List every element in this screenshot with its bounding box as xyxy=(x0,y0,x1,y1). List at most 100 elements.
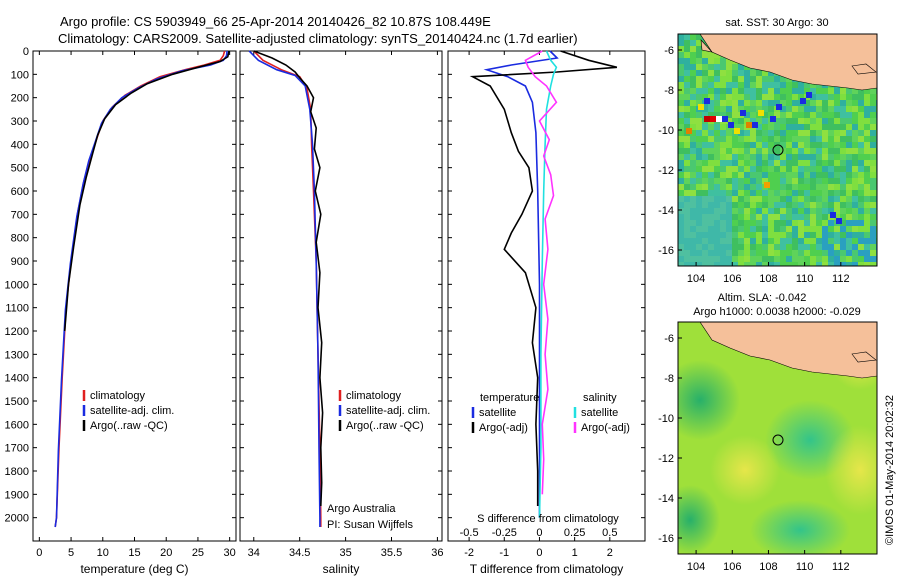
sst-cell xyxy=(852,130,858,136)
sst-cell xyxy=(756,88,762,94)
x-tick-label: 108 xyxy=(759,561,777,573)
sst-cell xyxy=(738,154,744,160)
sst-cell xyxy=(768,250,774,256)
sst-cell xyxy=(840,106,846,112)
sst-cell xyxy=(756,220,762,226)
sst-cell xyxy=(708,112,714,118)
sst-cell xyxy=(852,154,858,160)
sst-cell xyxy=(738,100,744,106)
sst-cell xyxy=(740,110,746,116)
sst-cell xyxy=(678,196,684,202)
sst-map: sat. SST: 30 Argo: 30 104 106 108 110 112 -6 -… xyxy=(658,17,878,285)
sst-cell xyxy=(756,100,762,106)
sst-cell xyxy=(684,58,690,64)
sst-cell xyxy=(834,118,840,124)
sst-cell xyxy=(726,88,732,94)
x-tick-label: 20 xyxy=(160,547,172,559)
sst-cell xyxy=(756,250,762,256)
sla-map-title-2: Argo h1000: 0.0038 h2000: -0.029 xyxy=(693,306,861,318)
sst-cell xyxy=(816,136,822,142)
sst-cell xyxy=(696,244,702,250)
sst-cell xyxy=(696,226,702,232)
x-tick-label: 5 xyxy=(68,547,74,559)
sst-cell xyxy=(714,142,720,148)
sst-cell xyxy=(690,88,696,94)
sst-cell xyxy=(714,220,720,226)
sst-cell xyxy=(804,100,810,106)
sst-cell xyxy=(804,220,810,226)
sst-cell xyxy=(792,208,798,214)
sst-cell xyxy=(708,202,714,208)
sst-cell xyxy=(846,262,852,266)
sst-cell xyxy=(696,190,702,196)
sst-cell xyxy=(840,88,846,94)
sst-cell xyxy=(786,226,792,232)
sst-cell xyxy=(864,88,870,94)
sst-cell xyxy=(798,106,804,112)
sst-cell xyxy=(684,214,690,220)
sst-cell xyxy=(678,178,684,184)
sst-cell xyxy=(726,70,732,76)
sst-cell xyxy=(762,112,768,118)
sst-cell xyxy=(678,46,684,52)
sst-cell xyxy=(702,40,708,46)
sst-cell xyxy=(714,130,720,136)
sst-cell xyxy=(678,34,684,40)
sst-cell xyxy=(756,82,762,88)
sst-cell xyxy=(816,112,822,118)
sst-cell xyxy=(714,64,720,70)
sst-cell xyxy=(852,184,858,190)
sst-cell xyxy=(834,88,840,94)
sst-cell xyxy=(852,250,858,256)
x2-axis-label: S difference from climatology xyxy=(477,513,619,525)
sst-cell xyxy=(810,112,816,118)
sst-cell xyxy=(816,142,822,148)
legend-label: satellite-adj. clim. xyxy=(346,405,430,417)
sst-cell xyxy=(678,238,684,244)
sst-cell xyxy=(768,166,774,172)
sst-cell xyxy=(840,112,846,118)
sst-cell xyxy=(768,226,774,232)
sst-cell xyxy=(780,106,786,112)
sst-cell xyxy=(834,142,840,148)
sst-cell xyxy=(846,136,852,142)
sst-cell xyxy=(696,208,702,214)
sst-cell xyxy=(696,214,702,220)
sst-cell xyxy=(756,118,762,124)
sst-cell xyxy=(834,148,840,154)
sst-cell xyxy=(774,202,780,208)
sst-cell xyxy=(744,106,750,112)
sst-cell xyxy=(810,196,816,202)
java-coast-sla xyxy=(678,322,877,379)
sst-cell xyxy=(726,226,732,232)
sst-cell xyxy=(852,106,858,112)
sst-cell xyxy=(768,136,774,142)
sst-cell xyxy=(750,232,756,238)
sst-cell xyxy=(732,160,738,166)
sst-cell xyxy=(822,106,828,112)
sst-cell xyxy=(822,190,828,196)
sst-cell xyxy=(846,202,852,208)
sst-cell xyxy=(870,166,876,172)
sst-cell xyxy=(708,160,714,166)
sst-cell xyxy=(804,262,810,266)
sst-cell xyxy=(684,52,690,58)
sst-cell xyxy=(684,64,690,70)
sst-cell xyxy=(702,184,708,190)
sst-cell xyxy=(684,94,690,100)
sst-cell xyxy=(708,94,714,100)
sst-cell xyxy=(834,208,840,214)
sst-cell xyxy=(744,112,750,118)
sst-cell xyxy=(846,154,852,160)
y-tick-label: 0 xyxy=(23,46,29,58)
sst-cell xyxy=(744,82,750,88)
sst-cell xyxy=(834,130,840,136)
sst-cell xyxy=(708,226,714,232)
sst-cell xyxy=(774,220,780,226)
sst-cell xyxy=(786,184,792,190)
sst-cell xyxy=(738,88,744,94)
sst-cell xyxy=(726,202,732,208)
sst-cell xyxy=(684,202,690,208)
sst-cell xyxy=(768,154,774,160)
sst-cell xyxy=(870,244,876,250)
